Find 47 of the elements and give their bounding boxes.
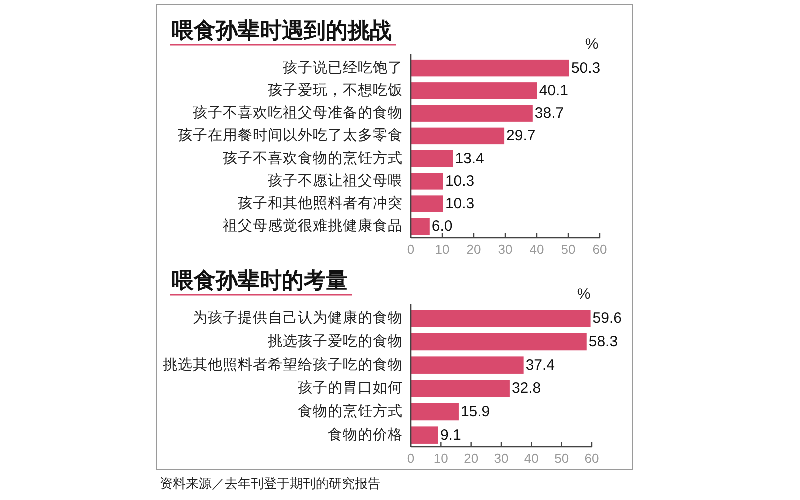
category-label: 孩子不喜欢吃祖父母准备的食物 (193, 106, 403, 122)
category-label: 为孩子提供自己认为健康的食物 (193, 310, 403, 327)
x-tick-label: 20 (466, 242, 482, 257)
x-axis-title: % (585, 36, 599, 53)
category-label: 食物的价格 (328, 427, 403, 444)
data-label: 38.7 (534, 105, 564, 122)
data-label: 9.1 (440, 426, 462, 444)
data-label: 6.0 (432, 218, 453, 236)
data-label: 15.9 (460, 404, 490, 420)
category-label: 孩子不喜欢食物的烹饪方式 (223, 150, 403, 167)
category-label: 孩子爱玩，不想吃饭 (268, 82, 403, 99)
x-tick-label: 0 (407, 242, 415, 257)
x-axis-title: % (577, 286, 591, 303)
x-tick-label: 30 (494, 451, 509, 466)
data-label: 58.3 (588, 334, 618, 350)
category-label: 食物的烹饪方式 (298, 404, 403, 420)
category-label: 祖父母感觉很难挑健康食品 (223, 218, 403, 235)
x-tick-label: 20 (464, 451, 479, 466)
category-label: 挑选其他照料者希望给孩子吃的食物 (163, 357, 403, 374)
category-label: 孩子在用餐时间以外吃了太多零食 (178, 128, 403, 144)
x-tick-label: 40 (524, 451, 539, 466)
annotation: 资料来源／去年刊登于期刊的研究报告 (160, 476, 381, 491)
data-label: 29.7 (506, 128, 536, 145)
title: 喂食孙辈时的考量 (172, 268, 348, 293)
x-tick-label: 50 (561, 242, 576, 257)
x-tick-label: 40 (530, 242, 544, 257)
data-label: 32.8 (512, 380, 542, 398)
x-tick-label: 50 (554, 451, 570, 466)
data-label: 59.6 (592, 310, 622, 328)
category-label: 孩子不愿让祖父母喂 (268, 173, 403, 190)
x-tick-label: 30 (498, 242, 513, 257)
category-label: 孩子和其他照料者有冲突 (238, 196, 403, 212)
data-label: 10.3 (445, 172, 475, 190)
data-label: 37.4 (526, 356, 556, 374)
category-label: 挑选孩子爱吃的食物 (268, 334, 403, 350)
data-label: 40.1 (539, 82, 569, 100)
x-tick-label: 10 (435, 242, 450, 257)
data-label: 50.3 (571, 60, 601, 77)
x-tick-label: 60 (592, 242, 608, 257)
title: 喂食孙辈时遇到的挑战 (172, 18, 392, 43)
x-tick-label: 60 (584, 451, 600, 466)
category-label: 孩子的胃口如何 (298, 380, 403, 397)
x-tick-label: 10 (434, 451, 448, 466)
category-label: 孩子说已经吃饱了 (283, 60, 403, 76)
data-label: 13.4 (455, 150, 484, 168)
x-tick-label: 0 (407, 451, 415, 466)
data-label: 10.3 (445, 196, 475, 213)
